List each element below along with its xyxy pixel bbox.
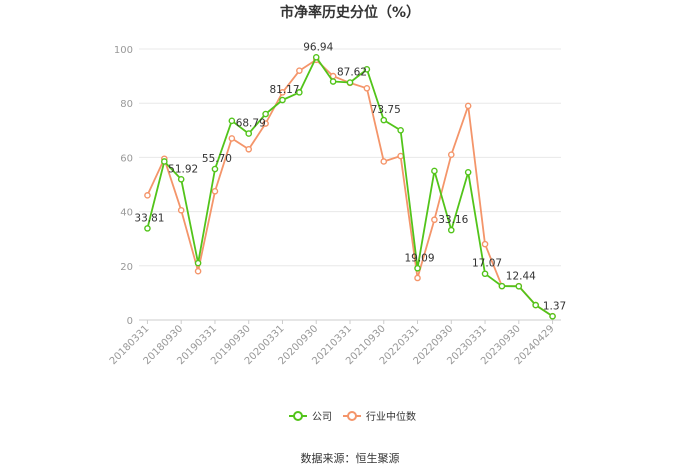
legend-item-company[interactable]: 公司 <box>289 411 332 423</box>
data-label: 68.79 <box>236 118 266 130</box>
series-1-point[interactable] <box>279 89 286 96</box>
y-tick-label: 40 <box>120 208 133 219</box>
series-0-point[interactable] <box>397 127 404 134</box>
y-tick-label: 80 <box>120 99 133 110</box>
series-0-point[interactable] <box>346 79 354 86</box>
series-0-point[interactable] <box>144 225 151 232</box>
series-0-point[interactable] <box>329 78 337 85</box>
series-1-point[interactable] <box>380 158 388 165</box>
series-1-point[interactable] <box>363 84 371 92</box>
series-0-point[interactable] <box>515 282 523 290</box>
series-0-point[interactable] <box>211 165 219 173</box>
series-0-point[interactable] <box>447 226 455 234</box>
data-label: 87.62 <box>337 67 367 79</box>
data-label: 17.07 <box>472 258 502 270</box>
data-label: 81.17 <box>269 84 299 96</box>
series-1-point[interactable] <box>211 187 219 195</box>
chart-title: 市净率历史分位（%） <box>280 4 420 21</box>
series-1-point[interactable] <box>262 120 269 127</box>
series-0-point[interactable] <box>262 110 269 118</box>
series-0-point[interactable] <box>194 259 202 267</box>
y-tick-label: 60 <box>120 153 133 164</box>
series-1-point[interactable] <box>431 216 438 224</box>
data-source: 数据来源：恒生聚源 <box>301 451 400 465</box>
series-0-point[interactable] <box>431 167 438 175</box>
series-0-point[interactable] <box>161 158 168 165</box>
y-tick-label: 0 <box>127 316 133 327</box>
data-label: 96.94 <box>303 41 333 53</box>
series-0-point[interactable] <box>549 312 556 320</box>
series-0-point[interactable] <box>481 270 489 278</box>
data-label: 55.70 <box>202 153 232 165</box>
series-0-point[interactable] <box>245 130 253 137</box>
data-labels: 33.81 51.92 55.70 68.79 81.17 96.94 87.62 73.75… <box>134 41 566 312</box>
series-1-point[interactable] <box>177 206 185 214</box>
series-line-0 <box>146 56 554 318</box>
series-1-point[interactable] <box>414 274 421 282</box>
series-0-point[interactable] <box>228 117 236 125</box>
data-label: 33.81 <box>134 212 164 224</box>
series-1-point[interactable] <box>245 145 253 153</box>
series-1-point[interactable] <box>228 135 236 142</box>
series-1-point[interactable] <box>481 240 489 248</box>
series-1-point[interactable] <box>397 152 404 160</box>
series-0-point[interactable] <box>414 264 421 272</box>
grid <box>139 48 561 321</box>
series-group <box>144 53 556 320</box>
data-label: 12.44 <box>506 270 536 282</box>
legend-company-label: 公司 <box>312 412 332 423</box>
series-1-point[interactable] <box>144 192 151 199</box>
data-label: 1.37 <box>543 300 566 312</box>
legend-industry-label: 行业中位数 <box>366 410 416 423</box>
series-0-point[interactable] <box>532 301 539 309</box>
legend-industry-marker <box>347 411 357 421</box>
series-0-point[interactable] <box>279 96 286 104</box>
series-0-point[interactable] <box>498 282 506 290</box>
series-1-point[interactable] <box>194 267 202 275</box>
series-1-point[interactable] <box>296 67 303 74</box>
series-1-point[interactable] <box>464 102 472 110</box>
series-0-point[interactable] <box>312 53 320 61</box>
legend-company-marker <box>293 411 303 421</box>
series-0-point[interactable] <box>464 169 472 176</box>
legend: 公司 行业中位数 <box>289 410 416 423</box>
series-0-point[interactable] <box>296 89 303 96</box>
series-0-point[interactable] <box>380 116 388 124</box>
data-label: 33.16 <box>438 214 468 226</box>
legend-item-industry-median[interactable]: 行业中位数 <box>343 410 416 423</box>
y-tick-label: 20 <box>120 262 133 273</box>
data-label: 51.92 <box>168 163 198 175</box>
series-1-point[interactable] <box>447 151 455 158</box>
series-0-point[interactable] <box>363 66 371 73</box>
series-0-point[interactable] <box>177 175 185 183</box>
data-label: 73.75 <box>371 104 401 116</box>
axes: 0204060801002018033120180930201903312019… <box>108 45 561 367</box>
data-label: 19.09 <box>404 252 434 264</box>
y-tick-label: 100 <box>114 45 133 56</box>
